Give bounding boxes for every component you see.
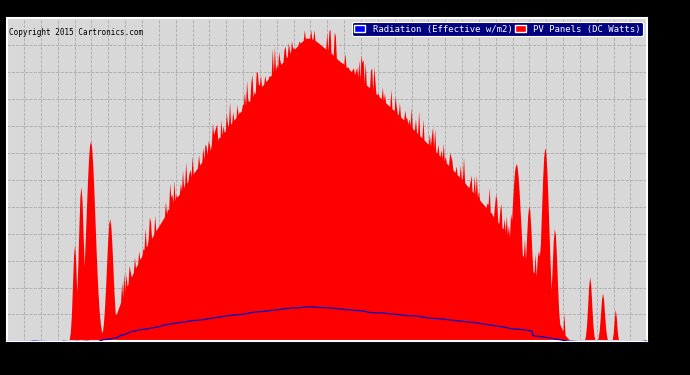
Text: Copyright 2015 Cartronics.com: Copyright 2015 Cartronics.com [8, 28, 143, 37]
Title: Total PV Power & Effective Solar Radiation Wed Dec 9 16:17: Total PV Power & Effective Solar Radiati… [84, 3, 570, 17]
Legend: Radiation (Effective w/m2), PV Panels (DC Watts): Radiation (Effective w/m2), PV Panels (D… [352, 22, 643, 36]
